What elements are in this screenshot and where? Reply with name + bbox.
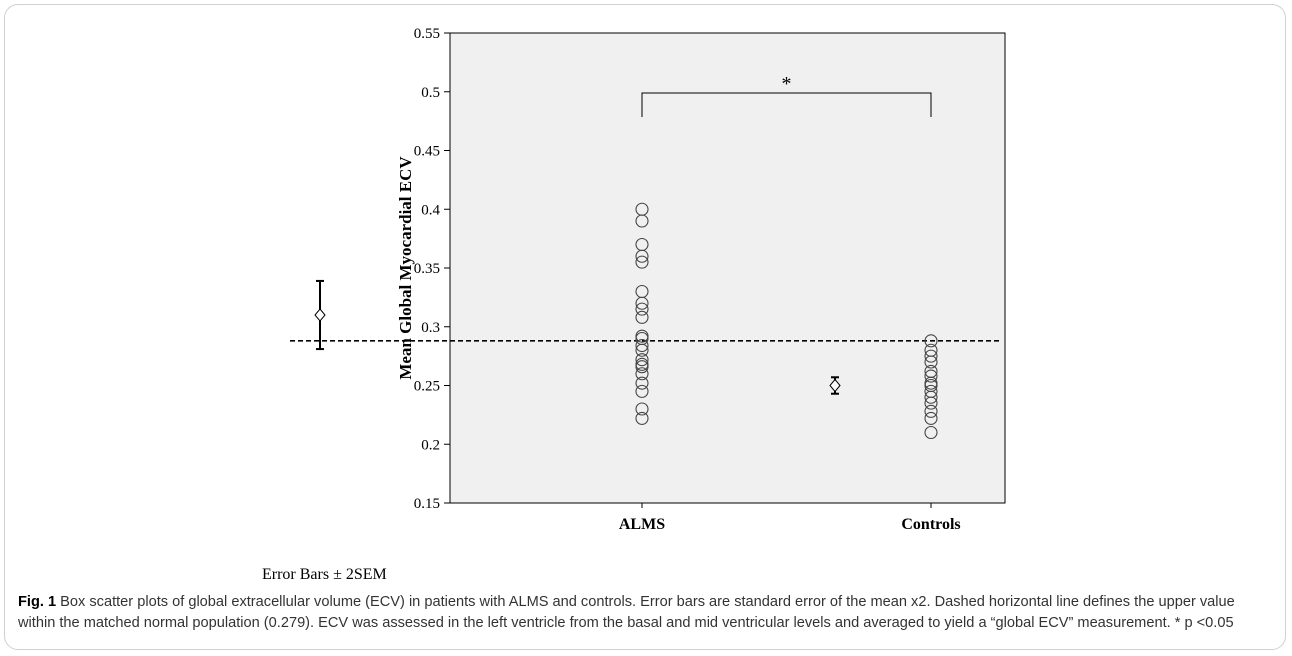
y-tick-label: 0.35 bbox=[414, 261, 440, 277]
data-point bbox=[635, 249, 649, 263]
data-point bbox=[924, 334, 938, 348]
y-tick-label: 0.55 bbox=[414, 26, 440, 42]
x-tick-label: Controls bbox=[901, 516, 960, 533]
mean-diamond-marker bbox=[314, 308, 326, 322]
figure-caption-text: Box scatter plots of global extracellula… bbox=[18, 594, 1235, 631]
data-point bbox=[635, 353, 649, 367]
data-point bbox=[635, 338, 649, 353]
data-point bbox=[924, 404, 938, 418]
box-scatter-chart: 0.15 0.2 0.25 0.3 0.35 0.4 0.45 0.5 0.55 ALMS Cont… bbox=[290, 26, 1006, 533]
x-tick-label: ALMS bbox=[619, 516, 665, 533]
data-point bbox=[635, 310, 649, 324]
data-point bbox=[635, 411, 649, 425]
significance-marker: * bbox=[782, 73, 792, 95]
data-point bbox=[635, 360, 649, 374]
data-point bbox=[635, 296, 649, 310]
y-tick-label: 0.3 bbox=[421, 320, 440, 336]
y-tick-label: 0.45 bbox=[414, 144, 440, 160]
y-tick-label: 0.5 bbox=[421, 85, 440, 101]
data-point bbox=[635, 367, 649, 381]
data-point bbox=[924, 411, 938, 425]
data-point bbox=[635, 376, 649, 390]
error-bars-note: Error Bars ± 2SEM bbox=[262, 566, 387, 583]
data-point bbox=[635, 302, 649, 316]
y-tick-label: 0.15 bbox=[414, 496, 440, 512]
data-point bbox=[635, 384, 649, 398]
data-point bbox=[924, 349, 938, 363]
data-point bbox=[635, 343, 649, 357]
data-point bbox=[924, 355, 938, 369]
y-tick-label: 0.25 bbox=[414, 379, 440, 395]
mean-diamond-marker bbox=[829, 378, 841, 393]
y-axis-label: Mean Global Myocardial ECV bbox=[396, 156, 415, 380]
y-tick-label: 0.4 bbox=[421, 202, 440, 218]
data-point bbox=[924, 425, 938, 440]
figure-caption-label: Fig. 1 bbox=[18, 594, 57, 610]
figure-caption: Fig. 1 Box scatter plots of global extra… bbox=[18, 592, 1268, 633]
data-point bbox=[924, 390, 938, 404]
data-point bbox=[924, 369, 938, 383]
data-point bbox=[635, 255, 649, 269]
significance-bracket bbox=[641, 92, 932, 117]
y-tick-label: 0.2 bbox=[421, 437, 440, 453]
data-point bbox=[635, 214, 649, 228]
plot-area bbox=[449, 32, 1006, 504]
data-point bbox=[924, 396, 938, 410]
data-point bbox=[635, 402, 649, 416]
